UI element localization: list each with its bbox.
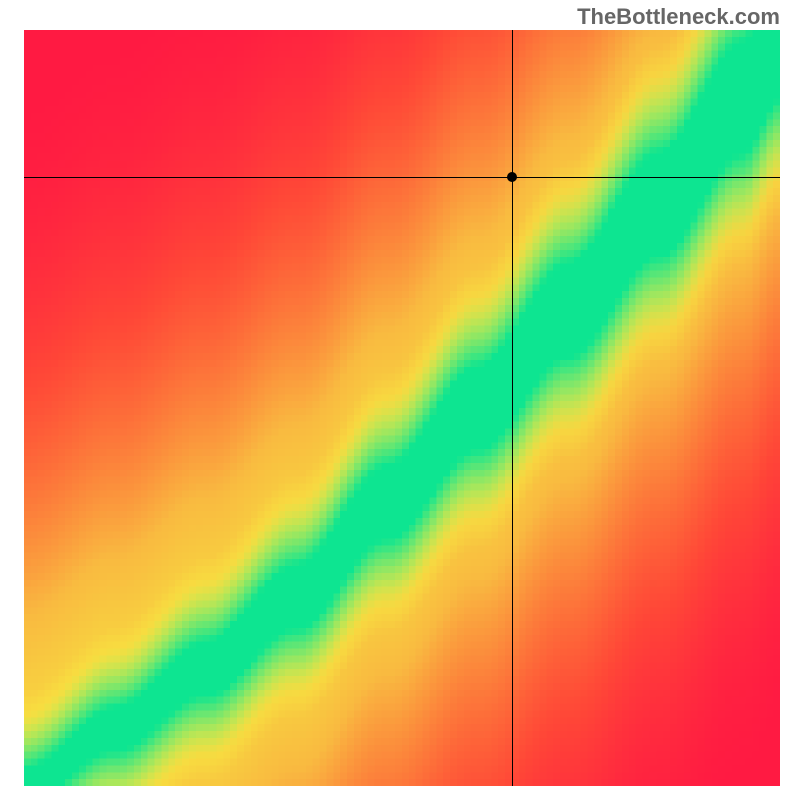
source-watermark: TheBottleneck.com [577,4,780,30]
heatmap-canvas [24,30,780,786]
crosshair-vertical-line [512,30,513,786]
crosshair-horizontal-line [24,177,780,178]
crosshair-marker-dot [507,172,517,182]
chart-container: TheBottleneck.com [0,0,800,800]
heatmap-plot-area [24,30,780,786]
